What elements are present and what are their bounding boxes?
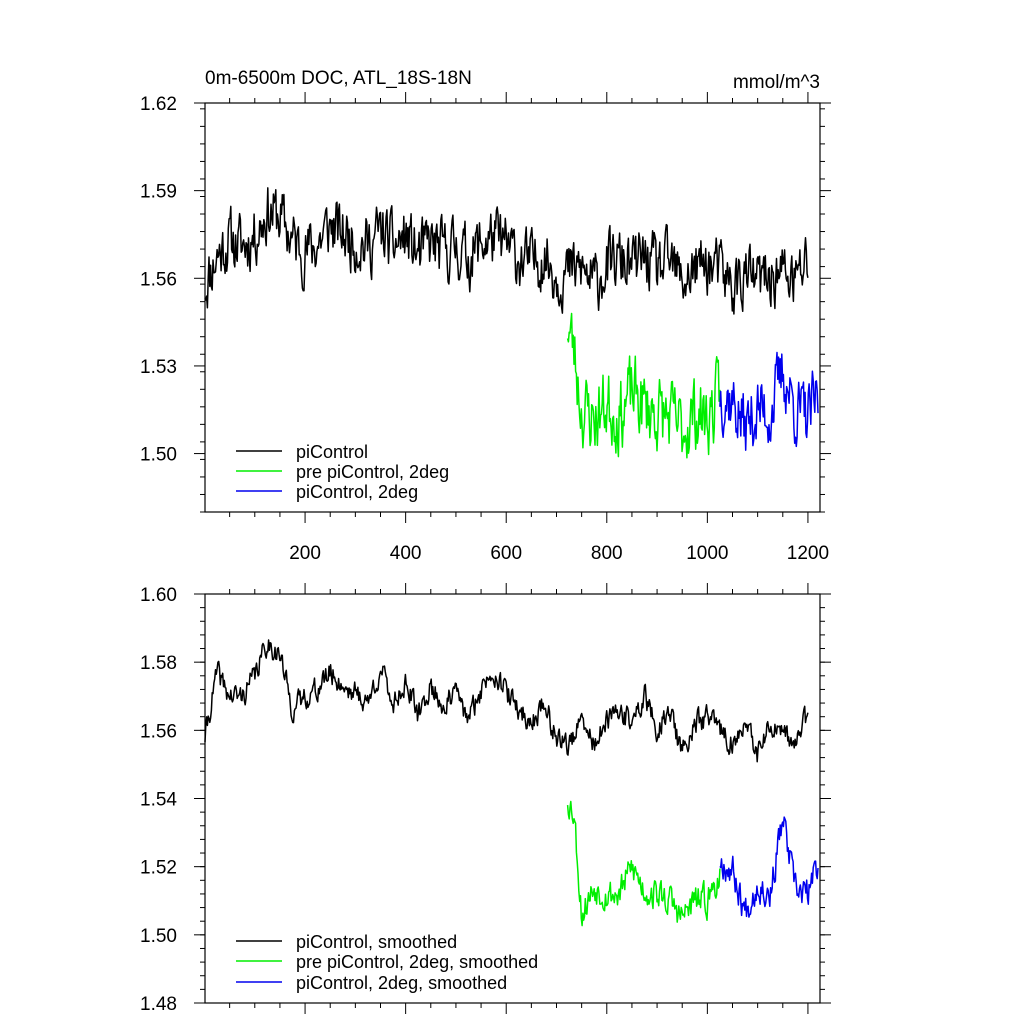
series-line-pre-picontrol-2deg-smoothed <box>566 800 721 927</box>
bottom-chart-legend: piControl, smoothed pre piControl, 2deg,… <box>236 932 538 993</box>
y-tick-label: 1.53 <box>140 357 177 378</box>
y-tick-label: 1.62 <box>140 94 177 115</box>
bottom-chart-lines <box>204 639 819 927</box>
y-tick-label: 1.56 <box>140 269 177 290</box>
series-line-picontrol-smoothed <box>204 639 809 763</box>
y-tick-label: 1.54 <box>140 790 177 811</box>
x-tick-label: 1200 <box>787 543 829 564</box>
x-tick-label: 400 <box>390 543 422 564</box>
x-tick-label: 1000 <box>686 543 728 564</box>
y-tick-label: 1.60 <box>140 585 177 606</box>
y-tick-label: 1.59 <box>140 182 177 203</box>
series-line-pre-picontrol-2deg <box>566 312 721 459</box>
legend-label-pre-picontrol-2deg-smoothed: pre piControl, 2deg, smoothed <box>296 952 538 972</box>
bottom-chart-panel: 1.48 1.50 1.52 1.54 1.56 1.58 1.60 piControl, … <box>140 583 831 1015</box>
chart-title: 0m-6500m DOC, ATL_18S-18N <box>205 68 472 89</box>
x-tick-label: 600 <box>490 543 522 564</box>
bottom-chart-axes: 1.48 1.50 1.52 1.54 1.56 1.58 1.60 <box>140 583 831 1015</box>
series-line-picontrol <box>204 187 809 315</box>
y-tick-label: 1.52 <box>140 858 177 879</box>
y-tick-label: 1.58 <box>140 653 177 674</box>
y-tick-label: 1.48 <box>140 994 177 1015</box>
units-label: mmol/m^3 <box>733 72 820 93</box>
x-tick-label: 800 <box>591 543 623 564</box>
legend-label-picontrol-2deg: piControl, 2deg <box>296 482 418 502</box>
x-tick-label: 200 <box>289 543 321 564</box>
legend-label-pre-picontrol-2deg: pre piControl, 2deg <box>296 462 449 482</box>
y-tick-label: 1.50 <box>140 445 177 466</box>
legend-label-picontrol-2deg-smoothed: piControl, 2deg, smoothed <box>296 973 507 993</box>
y-tick-label: 1.50 <box>140 926 177 947</box>
legend-label-picontrol: piControl <box>296 442 368 462</box>
y-tick-label: 1.56 <box>140 721 177 742</box>
top-chart-lines <box>204 187 819 459</box>
legend-label-picontrol-smoothed: piControl, smoothed <box>296 932 457 952</box>
top-chart-axes: 200 400 600 800 1000 1200 1.50 1.53 1.56 1.59 1.62 <box>140 92 831 564</box>
series-line-picontrol-2deg-smoothed <box>719 816 819 918</box>
top-chart-panel: 0m-6500m DOC, ATL_18S-18N mmol/m^3 200 40… <box>140 68 831 564</box>
top-chart-legend: piControl pre piControl, 2deg piControl,… <box>236 442 449 502</box>
series-line-picontrol-2deg <box>719 351 819 451</box>
plot-frame <box>204 102 821 513</box>
